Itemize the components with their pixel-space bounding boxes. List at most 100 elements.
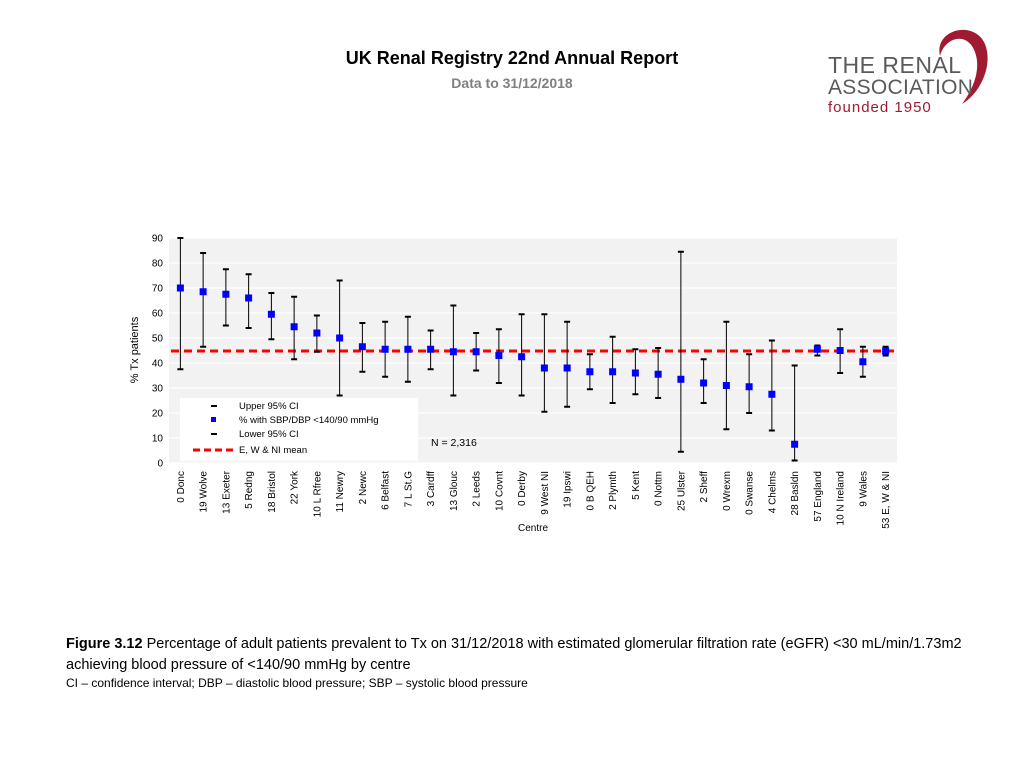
data-point: [267, 310, 275, 318]
figure-caption-text: Percentage of adult patients prevalent t…: [66, 636, 962, 673]
data-point: [381, 345, 389, 353]
data-point: [654, 370, 662, 378]
x-tick-label: 11 Newry: [335, 471, 346, 513]
x-tick-label: 5 Kent: [631, 471, 642, 500]
y-tick-label: 30: [152, 384, 164, 395]
data-point: [745, 383, 753, 391]
report-title: UK Renal Registry 22nd Annual Report: [345, 48, 679, 68]
x-tick-label: 0 Derby: [517, 471, 528, 506]
legend: Upper 95% CI % with SBP/DBP <140/90 mmHg…: [180, 398, 418, 461]
x-tick-label: 3 Cardff: [426, 471, 437, 507]
logo-line-2: ASSOCIATION: [828, 76, 974, 99]
data-point: [586, 368, 594, 376]
data-point: [677, 375, 685, 383]
data-point: [290, 323, 298, 331]
y-tick-label: 60: [152, 309, 164, 320]
data-point: [449, 348, 457, 356]
legend-point: % with SBP/DBP <140/90 mmHg: [239, 415, 379, 426]
gridlines: [169, 237, 897, 464]
x-tick-label: 10 Covnt: [494, 471, 505, 511]
data-point: [563, 364, 571, 372]
x-tick-label: 0 Wrexm: [722, 471, 733, 511]
x-tick-label: 2 Leeds: [472, 471, 483, 507]
data-point: [722, 382, 730, 389]
x-axis-ticks: 0 Donc 19 Wolve 13 Exeter 5 Redng 18 Bristol…: [176, 470, 892, 529]
y-tick-label: 0: [157, 459, 163, 470]
data-point: [609, 368, 617, 376]
y-tick-label: 70: [152, 284, 164, 295]
x-tick-label: 0 B QEH: [585, 471, 596, 510]
figure-caption-note: CI – confidence interval; DBP – diastoli…: [66, 676, 528, 690]
data-point: [859, 358, 867, 366]
x-tick-label: 22 York: [290, 470, 301, 504]
x-tick-label: 18 Bristol: [267, 471, 278, 513]
legend-lower-ci: Lower 95% CI: [239, 429, 299, 440]
x-tick-label: 4 Chelms: [767, 471, 778, 513]
x-tick-label: 6 Belfast: [381, 471, 392, 510]
data-point: [427, 345, 435, 353]
figure-caption: Figure 3.12 Percentage of adult patients…: [66, 634, 966, 676]
x-tick-label: 25 Ulster: [676, 470, 687, 511]
data-point: [199, 288, 207, 296]
report-subtitle: Data to 31/12/2018: [451, 75, 573, 91]
x-tick-label: 2 Plymth: [608, 471, 619, 510]
data-point: [882, 347, 890, 355]
data-point: [404, 345, 412, 353]
legend-upper-ci: Upper 95% CI: [239, 401, 299, 412]
legend-point-marker: [211, 417, 216, 422]
data-point: [495, 352, 503, 359]
x-tick-label: 2 Newc: [358, 471, 369, 504]
x-tick-label: 13 Exeter: [221, 470, 232, 513]
y-tick-label: 20: [152, 409, 164, 420]
x-tick-label: 10 N Ireland: [836, 471, 847, 525]
y-tick-label: 40: [152, 359, 164, 370]
x-tick-label: 9 West NI: [540, 471, 551, 515]
y-tick-label: 90: [152, 234, 164, 245]
data-point: [700, 379, 708, 387]
logo-line-1: THE RENAL: [828, 52, 962, 78]
data-point: [631, 369, 639, 377]
data-point: [176, 284, 184, 292]
y-tick-label: 50: [152, 334, 164, 345]
x-tick-label: 0 Donc: [176, 471, 187, 503]
renal-association-logo: THE RENAL ASSOCIATION founded 1950: [822, 22, 992, 122]
y-tick-label: 10: [152, 434, 164, 445]
data-point: [336, 334, 344, 342]
data-point: [813, 345, 821, 353]
x-tick-label: 9 Wales: [858, 471, 869, 507]
data-point: [245, 294, 253, 302]
data-point: [791, 440, 799, 448]
bp-funnel-chart: 0 10 20 30 40 50 60 70 80 90 % Tx patients Upper …: [129, 234, 897, 534]
x-tick-label: 53 E, W & NI: [881, 471, 892, 529]
data-point: [540, 364, 548, 372]
x-tick-label: 19 Wolve: [199, 471, 210, 513]
y-axis-label: % Tx patients: [129, 316, 141, 383]
data-point: [222, 290, 230, 298]
y-tick-label: 80: [152, 259, 164, 270]
x-axis-label: Centre: [518, 523, 548, 534]
data-point: [836, 347, 844, 354]
logo-swoosh-icon: [939, 29, 988, 105]
x-tick-label: 57 England: [813, 471, 824, 522]
x-tick-label: 13 Glouc: [449, 471, 460, 511]
x-tick-label: 0 Nottm: [654, 471, 665, 506]
data-point: [313, 329, 321, 337]
data-marks: [176, 237, 890, 462]
data-point: [518, 353, 526, 361]
data-point: [472, 348, 480, 356]
logo-line-3: founded 1950: [828, 99, 932, 116]
y-axis-ticks: 0 10 20 30 40 50 60 70 80 90: [152, 234, 164, 470]
x-tick-label: 2 Sheff: [699, 471, 710, 503]
data-point: [768, 390, 776, 398]
x-tick-label: 28 Basldn: [790, 471, 801, 515]
x-tick-label: 0 Swanse: [745, 471, 756, 515]
report-header: UK Renal Registry 22nd Annual Report Dat…: [0, 48, 1024, 91]
x-tick-label: 19 Ipswi: [563, 471, 574, 508]
figure-label: Figure 3.12: [66, 636, 143, 652]
x-tick-label: 7 L St.G: [403, 471, 414, 508]
n-annotation: N = 2,316: [431, 437, 477, 449]
x-tick-label: 5 Redng: [244, 471, 255, 509]
legend-mean: E, W & NI mean: [239, 445, 307, 456]
x-tick-label: 10 L Rfree: [312, 471, 323, 518]
data-point: [358, 343, 366, 351]
